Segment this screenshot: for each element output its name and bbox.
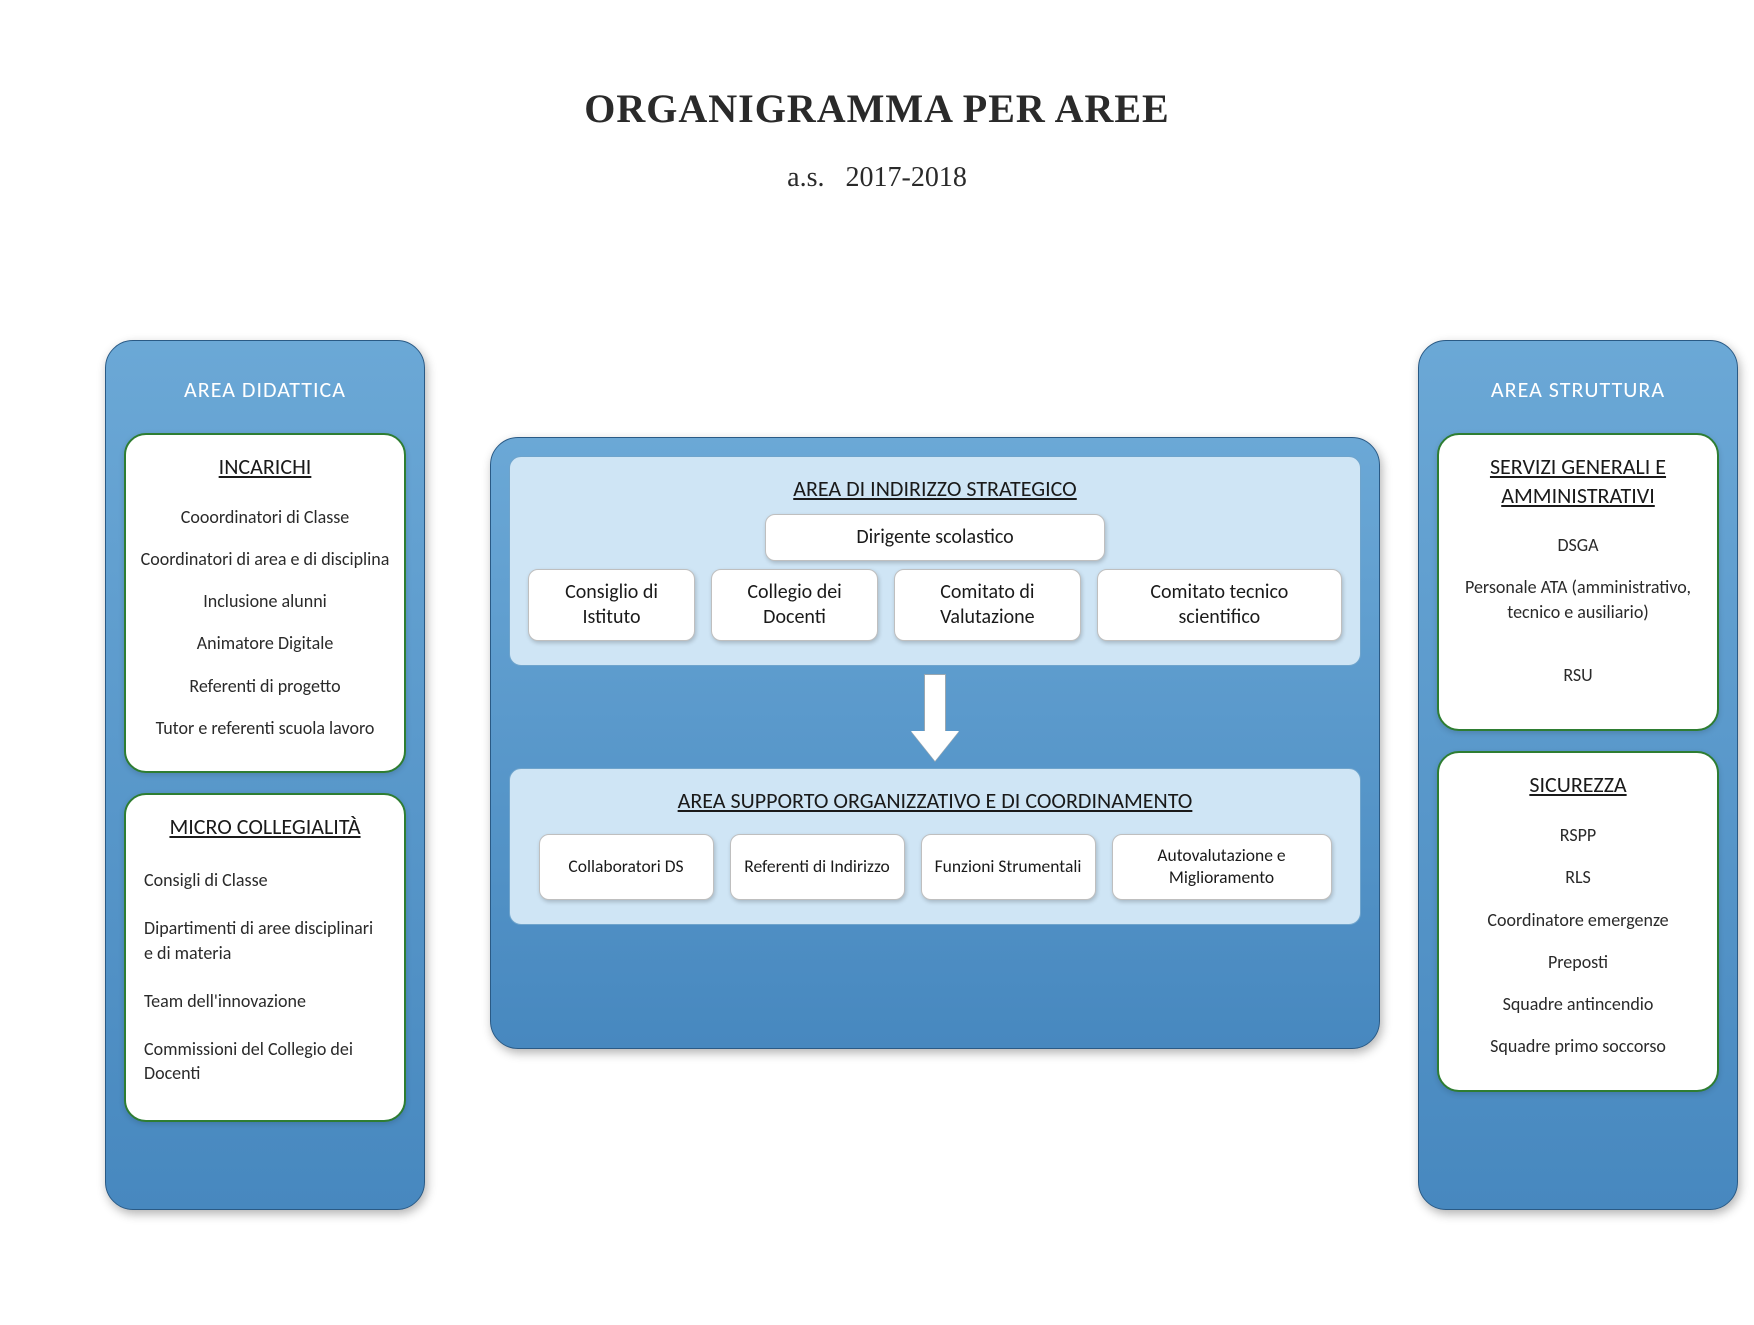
list-item: RSPP [1560, 823, 1596, 847]
card-incarichi-title: INCARICHI [219, 453, 312, 482]
list-item: Team dell'innovazione [144, 989, 386, 1013]
list-item: Preposti [1548, 950, 1608, 974]
list-item: Cooordinatori di Classe [181, 505, 349, 529]
area2-row: Collaboratori DS Referenti di Indirizzo … [528, 834, 1342, 900]
list-item: Referenti di progetto [189, 674, 340, 698]
list-item: Coordinatori di area e di disciplina [141, 547, 390, 571]
box-funzioni-strumentali: Funzioni Strumentali [921, 834, 1096, 900]
arrow-down [509, 672, 1361, 762]
box-dirigente-scolastico: Dirigente scolastico [765, 514, 1105, 561]
page-title: ORGANIGRAMMA PER AREE [0, 85, 1754, 132]
box-consiglio-istituto: Consiglio di Istituto [528, 569, 695, 641]
list-item: Coordinatore emergenze [1487, 908, 1668, 932]
list-item: Tutor e referenti scuola lavoro [156, 716, 375, 740]
center-panel: AREA DI INDIRIZZO STRATEGICO Dirigente s… [490, 437, 1380, 1049]
left-panel-header: AREA DIDATTICA [124, 376, 406, 403]
list-item: DSGA [1557, 533, 1598, 557]
card-incarichi: INCARICHI Cooordinatori di Classe Coordi… [124, 433, 406, 773]
left-panel: AREA DIDATTICA INCARICHI Cooordinatori d… [105, 340, 425, 1210]
card-sicurezza: SICUREZZA RSPP RLS Coordinatore emergenz… [1437, 751, 1719, 1091]
area1-title: AREA DI INDIRIZZO STRATEGICO [793, 475, 1077, 502]
area-supporto-organizzativo: AREA SUPPORTO ORGANIZZATIVO E DI COORDIN… [509, 768, 1361, 925]
card-servizi-generali: SERVIZI GENERALI E AMMINISTRATIVI DSGA P… [1437, 433, 1719, 731]
card-micro-collegialita: MICRO COLLEGIALITÀ Consigli di Classe Di… [124, 793, 406, 1121]
right-panel-header: AREA STRUTTURA [1437, 376, 1719, 403]
right-panel: AREA STRUTTURA SERVIZI GENERALI E AMMINI… [1418, 340, 1738, 1210]
list-item: Commissioni del Collegio dei Docenti [144, 1037, 386, 1086]
list-item: Inclusione alunni [203, 589, 327, 613]
box-autovalutazione-miglioramento: Autovalutazione e Miglioramento [1112, 834, 1332, 900]
box-collaboratori-ds: Collaboratori DS [539, 834, 714, 900]
box-referenti-indirizzo: Referenti di Indirizzo [730, 834, 905, 900]
card-sicurezza-title: SICUREZZA [1529, 771, 1626, 800]
area1-row: Consiglio di Istituto Collegio dei Docen… [528, 569, 1342, 641]
list-item: Animatore Digitale [197, 631, 334, 655]
list-item: Squadre antincendio [1503, 992, 1654, 1016]
area-indirizzo-strategico: AREA DI INDIRIZZO STRATEGICO Dirigente s… [509, 456, 1361, 666]
list-item: Squadre primo soccorso [1490, 1034, 1666, 1058]
list-item: RSU [1563, 663, 1592, 687]
list-item: Personale ATA (amministrativo, tecnico e… [1453, 575, 1703, 624]
list-item: Consigli di Classe [144, 868, 386, 892]
area2-title: AREA SUPPORTO ORGANIZZATIVO E DI COORDIN… [678, 787, 1193, 814]
card-servizi-title: SERVIZI GENERALI E AMMINISTRATIVI [1453, 453, 1703, 510]
list-item: RLS [1565, 865, 1591, 889]
box-comitato-valutazione: Comitato di Valutazione [894, 569, 1081, 641]
card-micro-title: MICRO COLLEGIALITÀ [169, 813, 360, 842]
subtitle-year: 2017-2018 [846, 162, 967, 193]
list-item: Dipartimenti di aree disciplinari e di m… [144, 916, 386, 965]
box-comitato-tecnico-scientifico: Comitato tecnico scientifico [1097, 569, 1342, 641]
box-collegio-docenti: Collegio dei Docenti [711, 569, 878, 641]
page-subtitle: a.s. 2017-2018 [0, 162, 1754, 194]
subtitle-prefix: a.s. [787, 162, 824, 193]
